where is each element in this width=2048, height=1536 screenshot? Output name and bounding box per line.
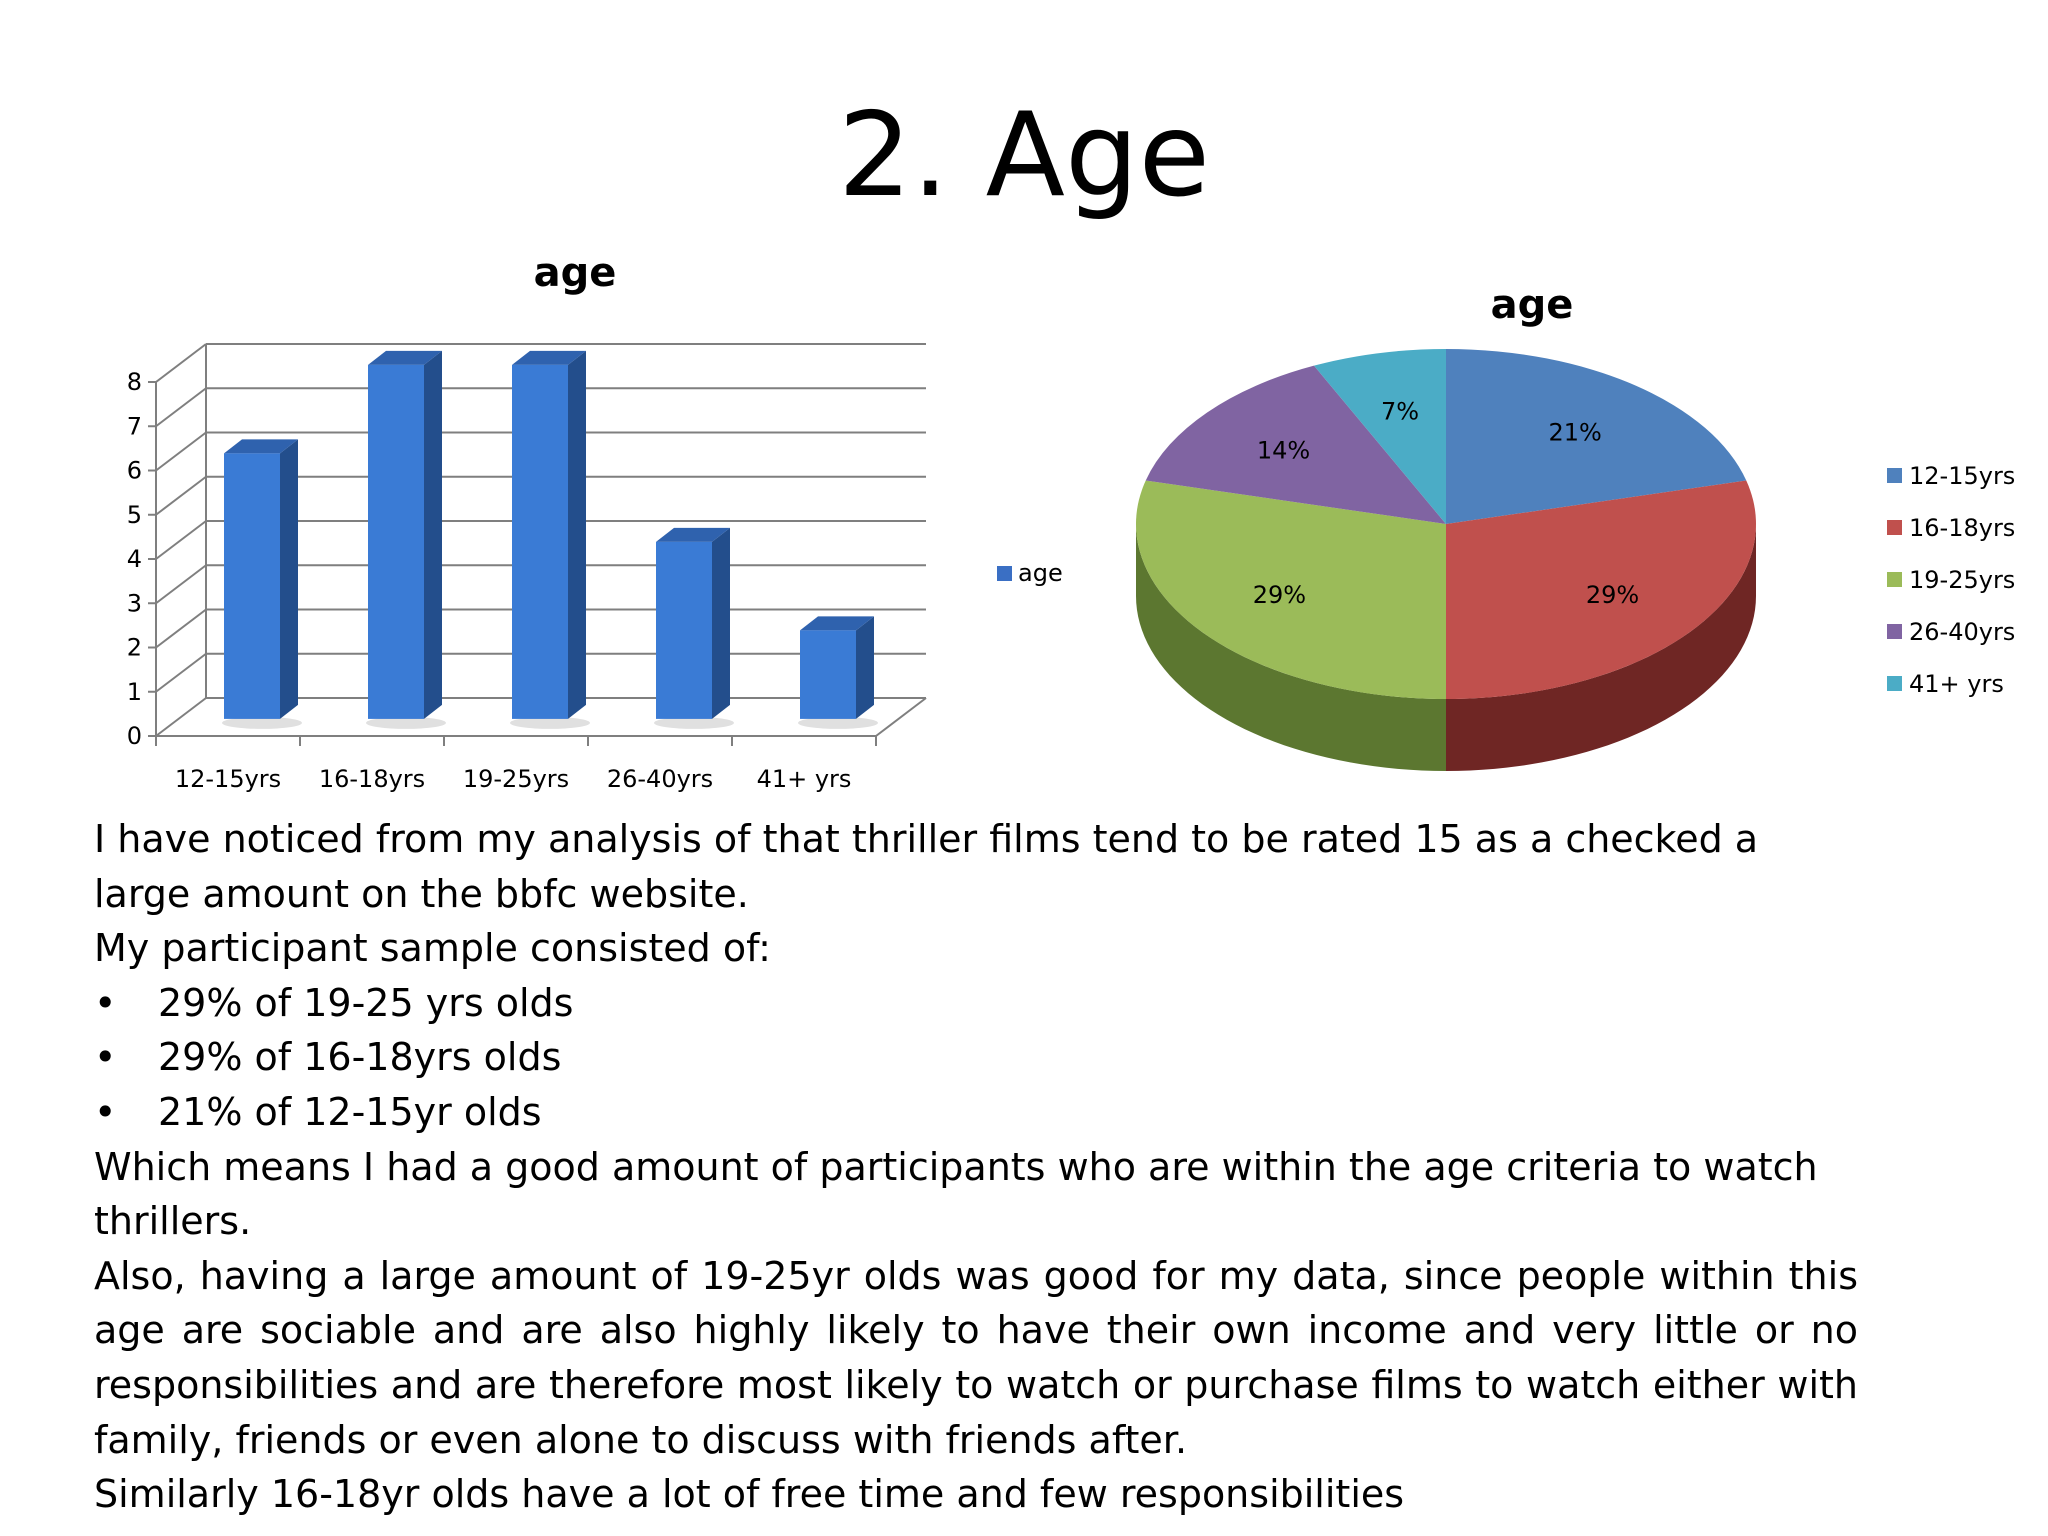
pie-slice-16-18yrs [1446,480,1756,699]
y-tick-label: 2 [127,634,142,662]
bar-legend-swatch [997,566,1012,581]
analysis-text: I have noticed from my analysis of that … [94,812,1858,1522]
pie-slice-26-40yrs [1145,365,1446,524]
bar-front [224,453,280,719]
pie-legend-label: 16-18yrs [1909,514,2015,542]
bar-front [512,364,568,719]
bar-shadow [366,716,446,729]
pie-chart-title: age [1491,282,1574,328]
floor-right-edge [875,697,927,737]
list-item: 29% of 19-25 yrs olds [94,976,1858,1031]
bar-front [800,630,856,719]
gridline-diagonal [155,652,207,693]
bar-side [712,527,730,719]
bar-chart-title: age [534,250,617,296]
y-tick-label: 7 [127,412,142,440]
bar-shadow [654,716,734,729]
bar-shadow [798,716,878,729]
y-tick-label: 4 [127,545,142,573]
bar-top [368,350,442,365]
pie-legend-label: 19-25yrs [1909,566,2015,594]
bar-shadow [222,716,302,729]
age-pie-chart: age 21% 29% 29% 14% 7% 12-15yrs 16-18yrs 19-25… [1136,282,2015,771]
x-tick-label: 26-40yrs [607,765,713,793]
gridline-diagonal [155,608,207,649]
pie-slice-12-15yrs [1446,349,1747,524]
paragraph-2: My participant sample consisted of: [94,926,771,971]
y-tick-label: 0 [127,722,142,750]
gridline-diagonal [155,564,207,605]
bar-front [368,364,424,719]
pie-side-19-25yrs [1136,524,1446,771]
pie-data-label: 29% [1586,581,1639,609]
slide-title: 2. Age [838,88,1210,223]
y-tick-label: 6 [127,457,142,485]
x-tick-label: 12-15yrs [175,765,281,793]
bar-front [656,541,712,719]
pie-slice-41+ yrs [1314,349,1446,524]
pie-legend-swatch [1887,520,1902,535]
bar-side [568,350,586,719]
y-tick-label: 5 [127,501,142,529]
paragraph-1: I have noticed from my analysis of that … [94,817,1759,916]
gridline-diagonal [155,387,207,428]
pie-legend-swatch [1887,676,1902,691]
sample-list: 29% of 19-25 yrs olds 29% of 16-18yrs ol… [94,976,1858,1140]
x-tick-label: 41+ yrs [757,765,852,793]
pie-side-16-18yrs [1446,524,1756,771]
pie-legend-label: 26-40yrs [1909,618,2015,646]
bar-41+ yrs [798,616,878,729]
pie-legend-swatch [1887,624,1902,639]
y-tick-label: 8 [127,368,142,396]
pie-data-label: 29% [1253,581,1306,609]
bar-top [656,527,730,542]
y-tick-label: 1 [127,678,142,706]
age-bar-chart: age 0 1 2 3 4 5 6 7 8 12-15yrs 16-18yrs 19-25yrs 26… [127,250,1063,793]
bar-top [800,616,874,631]
x-tick-label: 16-18yrs [319,765,425,793]
pie-legend-swatch [1887,468,1902,483]
pie-legend-label: 12-15yrs [1909,462,2015,490]
gridline-diagonal [155,520,207,560]
gridline-diagonal [155,431,207,472]
gridline-diagonal [155,475,207,516]
pie-data-label: 21% [1549,419,1602,447]
gridline-diagonal [155,697,207,737]
pie-data-label: 14% [1257,436,1310,464]
bar-side [424,350,442,719]
pie-legend-swatch [1887,572,1902,587]
bar-26-40yrs [654,527,734,729]
bar-side [856,616,874,719]
paragraph-5: Similarly 16-18yr olds have a lot of fre… [94,1472,1405,1517]
bar-top [512,350,586,365]
x-tick-label: 19-25yrs [463,765,569,793]
bar-top [224,439,298,454]
list-item: 29% of 16-18yrs olds [94,1030,1858,1085]
bar-side [280,439,298,719]
paragraph-4: Also, having a large amount of 19-25yr o… [94,1253,1858,1462]
bar-legend-label: age [1018,559,1063,587]
bar-16-18yrs [366,350,446,729]
pie-slice-19-25yrs [1136,480,1446,699]
pie-data-label: 7% [1381,397,1419,425]
paragraph-3: Which means I had a good amount of parti… [94,1144,1818,1244]
bar-19-25yrs [510,350,590,729]
bar-shadow [510,716,590,729]
list-item: 21% of 12-15yr olds [94,1085,1858,1140]
y-tick-label: 3 [127,589,142,617]
pie-legend-label: 41+ yrs [1909,670,2004,698]
bar-12-15yrs [222,439,302,729]
gridline-diagonal [155,343,207,383]
